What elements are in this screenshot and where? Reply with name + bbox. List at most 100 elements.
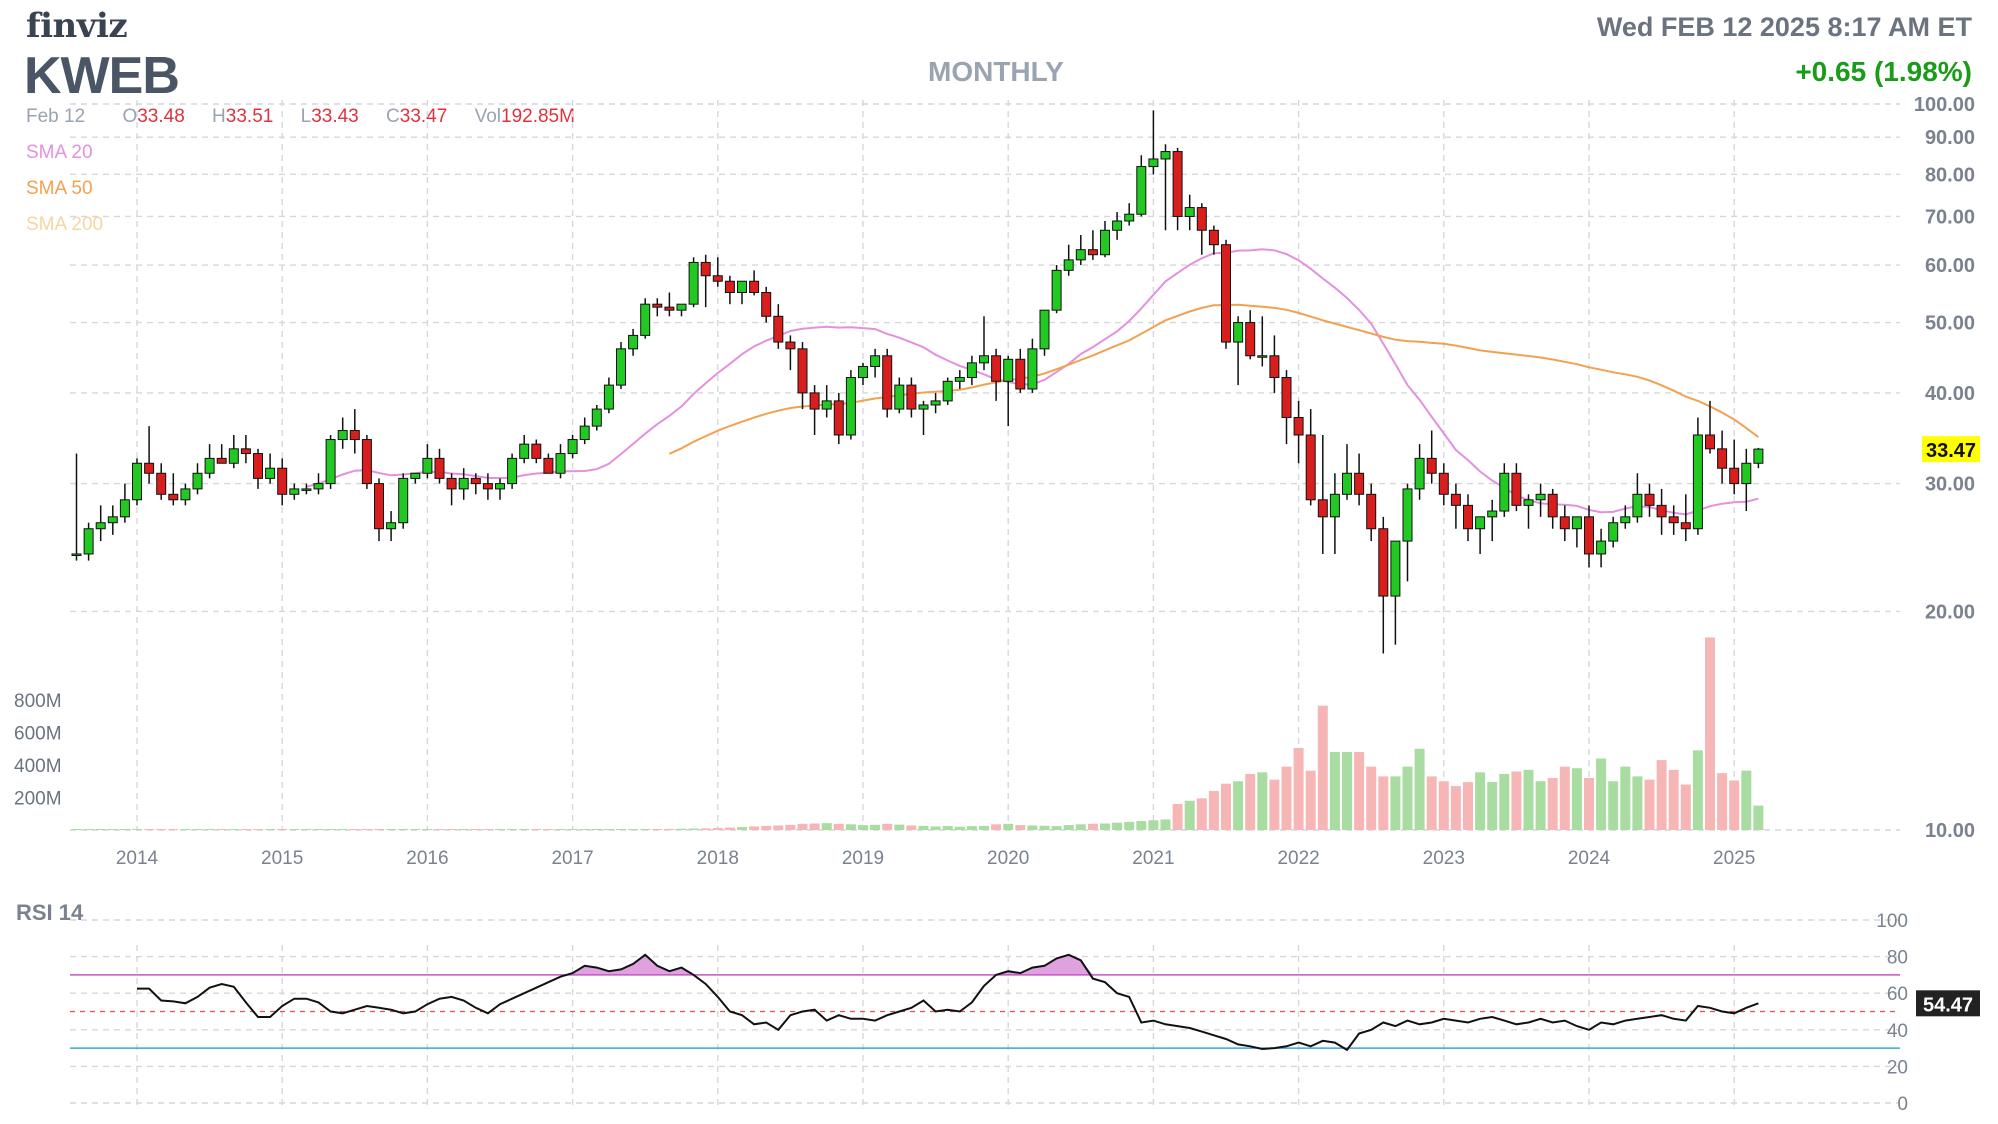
volume-bar bbox=[991, 824, 1002, 830]
year-tick-label: 2024 bbox=[1568, 848, 1611, 869]
volume-bar bbox=[1366, 766, 1377, 830]
volume-tick-label: 800M bbox=[14, 691, 62, 712]
volume-bar bbox=[132, 829, 142, 830]
candle bbox=[1705, 400, 1715, 454]
volume-bar bbox=[1741, 770, 1752, 830]
candle-down bbox=[761, 291, 772, 317]
candle-up bbox=[132, 462, 142, 501]
candle-down bbox=[1705, 434, 1715, 450]
candle-up bbox=[966, 362, 977, 379]
volume-bar bbox=[1378, 776, 1389, 830]
candle bbox=[1100, 220, 1110, 258]
candle-down bbox=[1680, 522, 1691, 530]
candle bbox=[1136, 155, 1147, 217]
volume-bar bbox=[180, 829, 191, 830]
candle bbox=[1499, 463, 1510, 517]
candle-up bbox=[1741, 462, 1752, 485]
candle-down bbox=[240, 448, 251, 455]
rsi-overbought-fill bbox=[137, 954, 1759, 975]
candle-up bbox=[567, 439, 578, 455]
volume-bar bbox=[882, 823, 893, 830]
candle bbox=[1668, 505, 1679, 535]
volume-bar bbox=[1559, 766, 1570, 830]
volume-bar bbox=[156, 829, 167, 830]
candle bbox=[785, 335, 796, 371]
rsi-tick-label: 40 bbox=[1887, 1021, 1908, 1042]
candle bbox=[870, 348, 881, 378]
candle-up bbox=[180, 488, 191, 501]
candle bbox=[1523, 494, 1534, 529]
candle bbox=[1124, 203, 1135, 226]
candle-up bbox=[410, 472, 421, 479]
candle bbox=[313, 473, 324, 495]
volume-bar bbox=[579, 829, 590, 830]
volume-bar bbox=[640, 829, 651, 830]
year-tick-label: 2017 bbox=[551, 848, 593, 869]
year-tick-label: 2014 bbox=[116, 848, 159, 869]
finviz-logo[interactable]: finviz bbox=[26, 6, 128, 46]
candle bbox=[773, 304, 784, 349]
candle bbox=[858, 362, 868, 386]
candle bbox=[1584, 505, 1594, 568]
candle-down bbox=[652, 303, 663, 308]
volume-bar bbox=[495, 829, 505, 830]
candle-up bbox=[1753, 448, 1764, 464]
open-label: O bbox=[122, 106, 138, 127]
candle-down bbox=[1366, 493, 1377, 530]
candle-up bbox=[495, 483, 505, 490]
candle bbox=[180, 483, 191, 506]
candle-up bbox=[1148, 158, 1159, 168]
candle-down bbox=[1087, 249, 1098, 256]
candle bbox=[1402, 483, 1413, 582]
candle bbox=[107, 505, 118, 535]
volume-bar bbox=[386, 829, 397, 830]
price-tick-label: 70.00 bbox=[1925, 206, 1975, 228]
candle bbox=[640, 298, 651, 339]
candle-up bbox=[119, 499, 130, 518]
volume-tick-label: 600M bbox=[14, 724, 62, 745]
candle bbox=[664, 292, 675, 317]
volume-value: 192.85M bbox=[501, 106, 575, 127]
volume-bar bbox=[954, 826, 965, 830]
candle bbox=[954, 370, 965, 389]
volume-bar bbox=[918, 825, 929, 830]
candle-down bbox=[1511, 472, 1522, 506]
volume-bar bbox=[761, 825, 772, 830]
candle-up bbox=[845, 377, 856, 436]
volume-bar bbox=[119, 829, 130, 830]
candle bbox=[361, 435, 372, 489]
candle bbox=[204, 444, 215, 479]
last-price-value: 33.47 bbox=[1926, 440, 1976, 462]
price-tick-label: 60.00 bbox=[1925, 255, 1975, 277]
candle bbox=[1717, 430, 1728, 484]
candle bbox=[71, 453, 82, 561]
candle-up bbox=[1475, 516, 1486, 530]
candle bbox=[1221, 239, 1231, 349]
candle bbox=[95, 505, 106, 542]
volume-bar bbox=[434, 829, 445, 830]
volume-bar bbox=[446, 829, 457, 830]
candle-down bbox=[1463, 504, 1473, 530]
candle bbox=[1245, 310, 1256, 360]
candle bbox=[882, 348, 893, 418]
candle bbox=[301, 483, 312, 495]
volume-bar bbox=[712, 828, 723, 830]
candle bbox=[652, 298, 663, 317]
candle-up bbox=[821, 400, 832, 410]
volume-bar bbox=[507, 829, 518, 830]
volume-bar bbox=[858, 825, 868, 830]
candle-up bbox=[204, 457, 215, 474]
candle-down bbox=[1559, 516, 1570, 530]
volume-bar bbox=[942, 826, 953, 830]
legend-sma20: SMA 20 bbox=[26, 142, 93, 163]
candle-down bbox=[470, 477, 481, 485]
candle-down bbox=[833, 400, 844, 436]
volume-bar bbox=[1233, 781, 1244, 830]
volume-bar bbox=[1027, 825, 1038, 830]
candle-up bbox=[1402, 488, 1413, 542]
candle-down bbox=[144, 462, 155, 474]
candle-down bbox=[216, 457, 227, 464]
candle bbox=[1293, 400, 1304, 464]
candle-up bbox=[1608, 522, 1619, 542]
